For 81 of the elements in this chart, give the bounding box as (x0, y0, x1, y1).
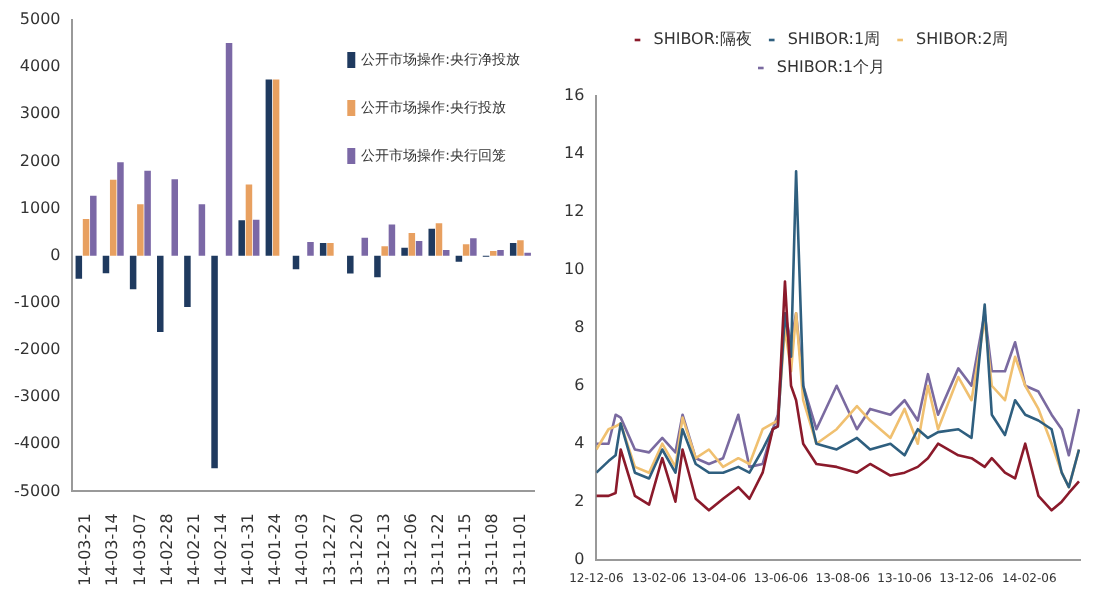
bar (497, 250, 504, 256)
y-tick-label: 3000 (19, 104, 61, 123)
bar (245, 184, 253, 256)
y-tick-label: 14 (563, 144, 585, 163)
bar (252, 219, 260, 256)
bar (211, 255, 218, 469)
y-tick-label: 2 (574, 491, 585, 510)
bar (157, 255, 164, 333)
bar (374, 255, 381, 278)
x-tick-label: 14-03-07 (130, 513, 149, 586)
bar (184, 255, 191, 308)
bar (144, 170, 151, 256)
x-tick-label: 14-02-14 (211, 513, 230, 586)
legend-label: SHIBOR:隔夜 (653, 30, 752, 49)
bar (517, 240, 524, 256)
x-tick-label: 14-02-21 (184, 513, 203, 586)
bar (455, 255, 463, 262)
legend-label: SHIBOR:1周 (787, 30, 881, 49)
x-tick-label: 13-12-27 (320, 513, 339, 586)
y-tick-label: 16 (563, 86, 585, 105)
x-tick-label: 14-01-24 (266, 513, 285, 586)
bar (388, 224, 396, 256)
y-tick-label: -4000 (13, 434, 61, 453)
bar (327, 242, 334, 256)
x-tick-label: 13-12-20 (347, 513, 366, 586)
bar (319, 242, 327, 256)
y-tick-label: 8 (574, 317, 585, 336)
bar (347, 255, 354, 274)
y-tick-label: 2000 (19, 151, 61, 170)
bar (171, 179, 179, 256)
bar (265, 79, 273, 256)
y-tick-label: -1000 (13, 292, 61, 311)
x-tick-label: 14-01-31 (239, 513, 258, 586)
bar (238, 220, 245, 256)
bar (225, 43, 233, 256)
bar (82, 218, 90, 256)
bar (75, 255, 83, 279)
bar (129, 255, 137, 290)
x-tick-label: 13-12-13 (374, 513, 393, 586)
x-tick-label: 14-03-21 (76, 513, 95, 586)
x-tick-label: 14-01-03 (293, 513, 312, 586)
bar (415, 241, 423, 256)
bar (90, 195, 97, 256)
x-tick-label: 14-02-28 (157, 513, 176, 586)
bar (307, 242, 314, 256)
bar (361, 237, 369, 256)
y-tick-label: 4000 (19, 57, 61, 76)
y-tick-label: 1000 (19, 198, 61, 217)
bar (435, 223, 443, 256)
legend-label: SHIBOR:1个月 (776, 58, 886, 77)
y-tick-label: 5000 (19, 10, 61, 29)
bar (442, 250, 450, 256)
y-tick-label: 0 (574, 549, 585, 568)
y-tick-label: 10 (563, 260, 585, 279)
y-tick-label: 0 (50, 245, 61, 264)
bar (462, 244, 470, 256)
x-tick-label: 13-11-15 (456, 513, 475, 586)
y-tick-label: 6 (574, 375, 585, 394)
bar (272, 79, 280, 256)
y-tick-label: -5000 (13, 481, 61, 500)
bar (408, 233, 416, 256)
y-tick-label: -2000 (13, 340, 61, 359)
bar (117, 162, 124, 256)
x-tick-label: 13-11-01 (510, 513, 529, 586)
x-tick-label: 13-11-08 (483, 513, 502, 586)
bar (109, 179, 117, 256)
y-tick-label: -3000 (13, 387, 61, 406)
bar (428, 228, 435, 256)
bar (198, 204, 206, 256)
bar (470, 238, 477, 256)
bar (381, 246, 388, 256)
bar (490, 250, 497, 256)
bar (509, 242, 517, 256)
x-tick-label: 13-12-06 (401, 513, 420, 586)
bar (401, 247, 408, 256)
y-tick-label: 4 (574, 433, 585, 452)
legend-label: SHIBOR:2周 (916, 30, 1009, 49)
x-tick-label: 14-03-14 (103, 513, 122, 586)
x-tick-label: 13-11-22 (429, 513, 448, 586)
bar (137, 204, 144, 256)
y-tick-label: 12 (563, 202, 585, 221)
